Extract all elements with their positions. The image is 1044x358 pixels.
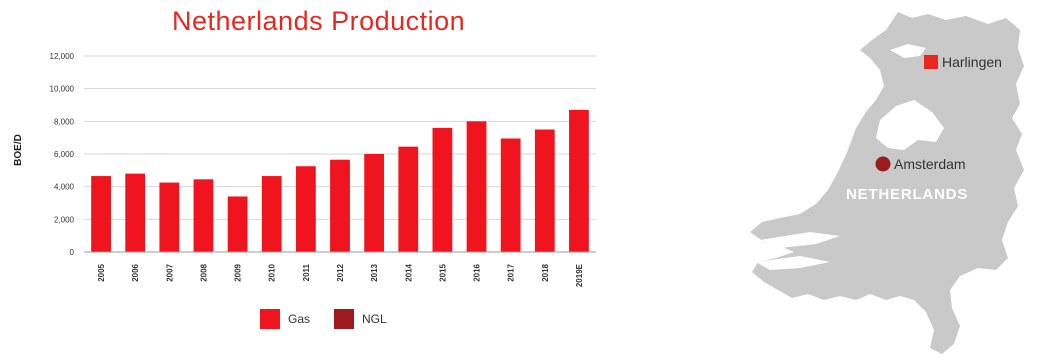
bar-gas-2011 (295, 166, 316, 252)
legend-swatch-gas (260, 309, 280, 329)
delta-water (760, 232, 840, 248)
bar-gas-2015 (432, 127, 453, 252)
bar-gas-2012 (330, 159, 350, 252)
y-tick-label: 2,000 (54, 215, 75, 224)
country-label: NETHERLANDS (846, 186, 968, 203)
netherlands-map: Harlingen Amsterdam NETHERLANDS (750, 12, 1024, 354)
harlingen-marker-square (924, 55, 938, 69)
bar-gas-2008 (193, 179, 214, 252)
bar-gas-2017 (500, 138, 521, 252)
delta-water-2 (756, 256, 830, 270)
bar-gas-2014 (398, 146, 419, 252)
x-tick-label: 2019E (575, 263, 584, 287)
bar-gas-2009 (227, 196, 248, 252)
x-tick-label: 2014 (404, 263, 413, 281)
amsterdam-label: Amsterdam (894, 156, 966, 172)
bar-gas-2005 (91, 176, 111, 252)
y-tick-label: 6,000 (54, 150, 75, 159)
x-tick-label: 2007 (165, 263, 174, 281)
y-tick-label: 12,000 (50, 52, 75, 61)
wadden-coast-gap (890, 44, 926, 58)
x-tick-label: 2016 (473, 263, 482, 281)
x-tick-label: 2012 (336, 263, 345, 281)
y-tick-label: 4,000 (54, 183, 75, 192)
y-tick-label: 8,000 (54, 117, 75, 126)
bar-gas-2006 (125, 173, 146, 252)
legend-label-ngl: NGL (362, 312, 387, 326)
x-tick-label: 2008 (199, 263, 208, 281)
x-tick-label: 2006 (131, 263, 140, 281)
bar-gas-2019E (569, 109, 589, 253)
legend: Gas NGL (260, 309, 387, 329)
legend-swatch-ngl (334, 309, 354, 329)
bar-gas-2007 (159, 182, 180, 252)
x-tick-label: 2009 (234, 263, 243, 281)
ijsselmeer-water (876, 100, 944, 150)
bar-gas-2018 (534, 129, 555, 252)
harlingen-label: Harlingen (942, 54, 1002, 70)
netherlands-landmass (750, 12, 1024, 354)
amsterdam-marker-circle (875, 156, 891, 172)
x-tick-label: 2010 (268, 263, 277, 281)
y-axis-label: BOE/D (13, 134, 24, 166)
chart-title: Netherlands Production (172, 6, 466, 36)
x-tick-label: 2017 (507, 263, 516, 281)
y-tick-label: 0 (70, 248, 75, 257)
bar-gas-2016 (466, 121, 487, 252)
y-tick-labels: 0 2,000 4,000 6,000 8,000 10,000 12,000 (50, 52, 75, 257)
x-tick-labels: 2005 2006 2007 2008 2009 2010 2011 2012 2013 2014… (97, 263, 584, 287)
bar-gas-2010 (261, 176, 282, 252)
x-tick-label: 2013 (370, 263, 379, 281)
x-tick-label: 2011 (302, 263, 311, 281)
bars (91, 109, 589, 253)
bar-gas-2013 (364, 154, 385, 252)
y-tick-label: 10,000 (50, 85, 75, 94)
x-tick-label: 2015 (438, 263, 447, 281)
legend-label-gas: Gas (288, 312, 310, 326)
x-tick-label: 2005 (97, 263, 106, 281)
x-tick-label: 2018 (541, 263, 550, 281)
